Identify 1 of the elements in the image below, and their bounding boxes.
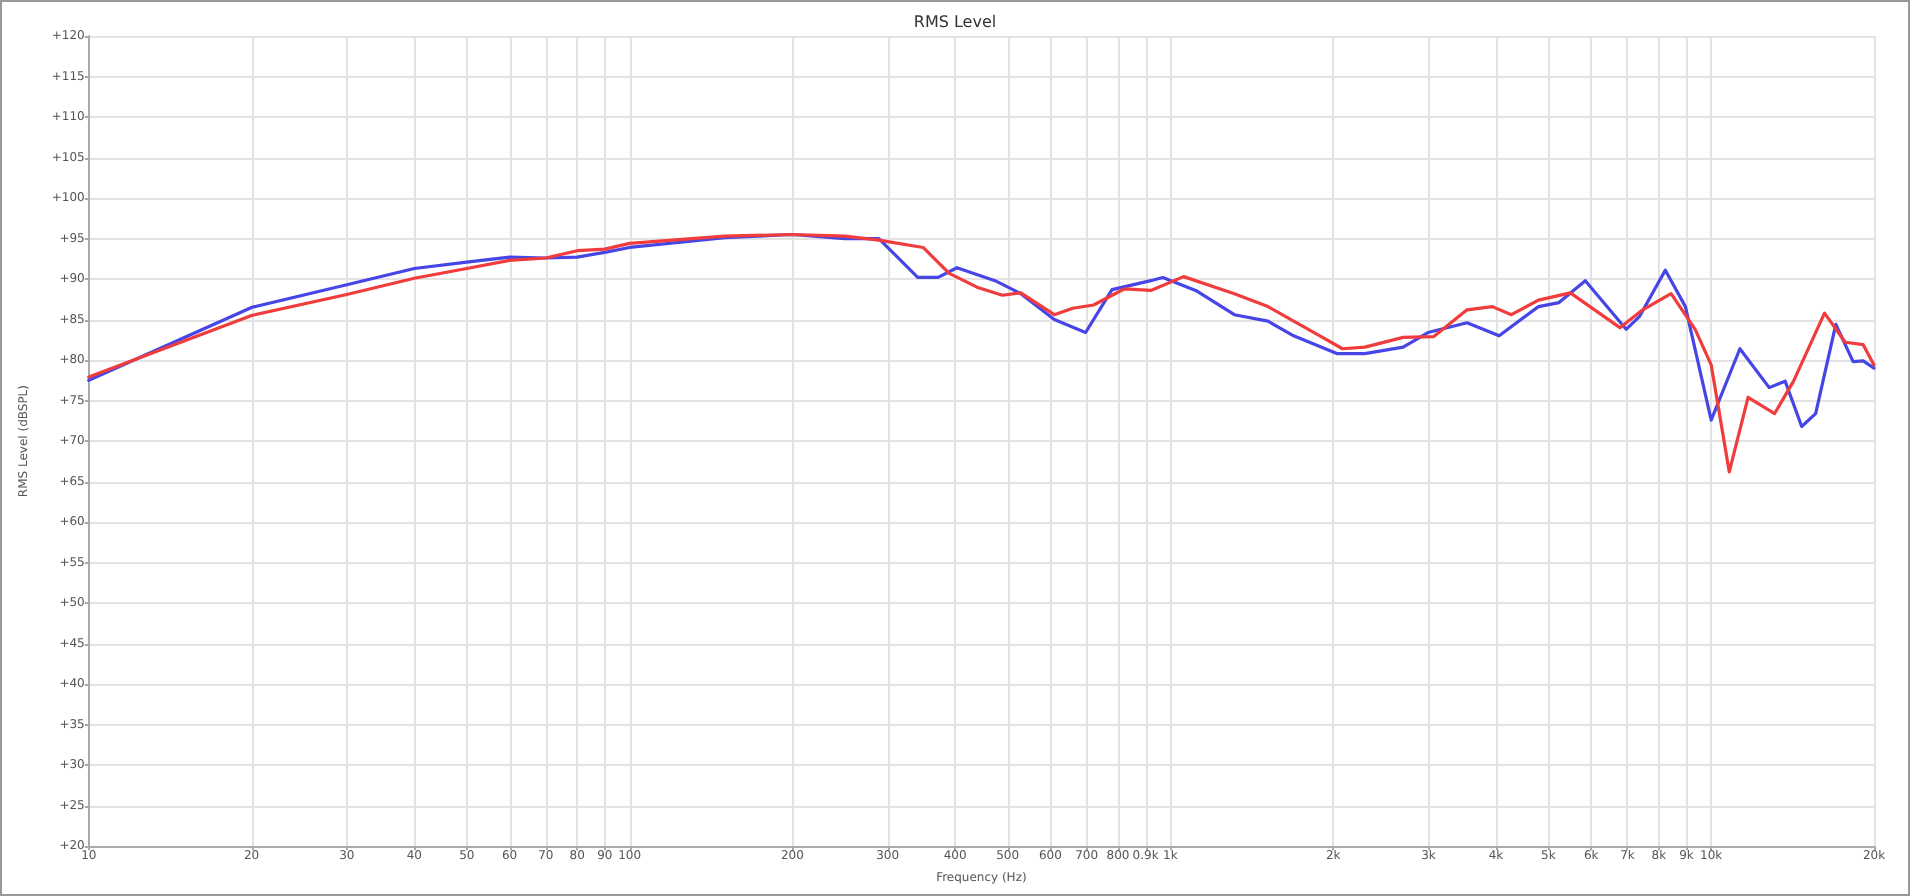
chart-title: RMS Level xyxy=(913,13,997,31)
